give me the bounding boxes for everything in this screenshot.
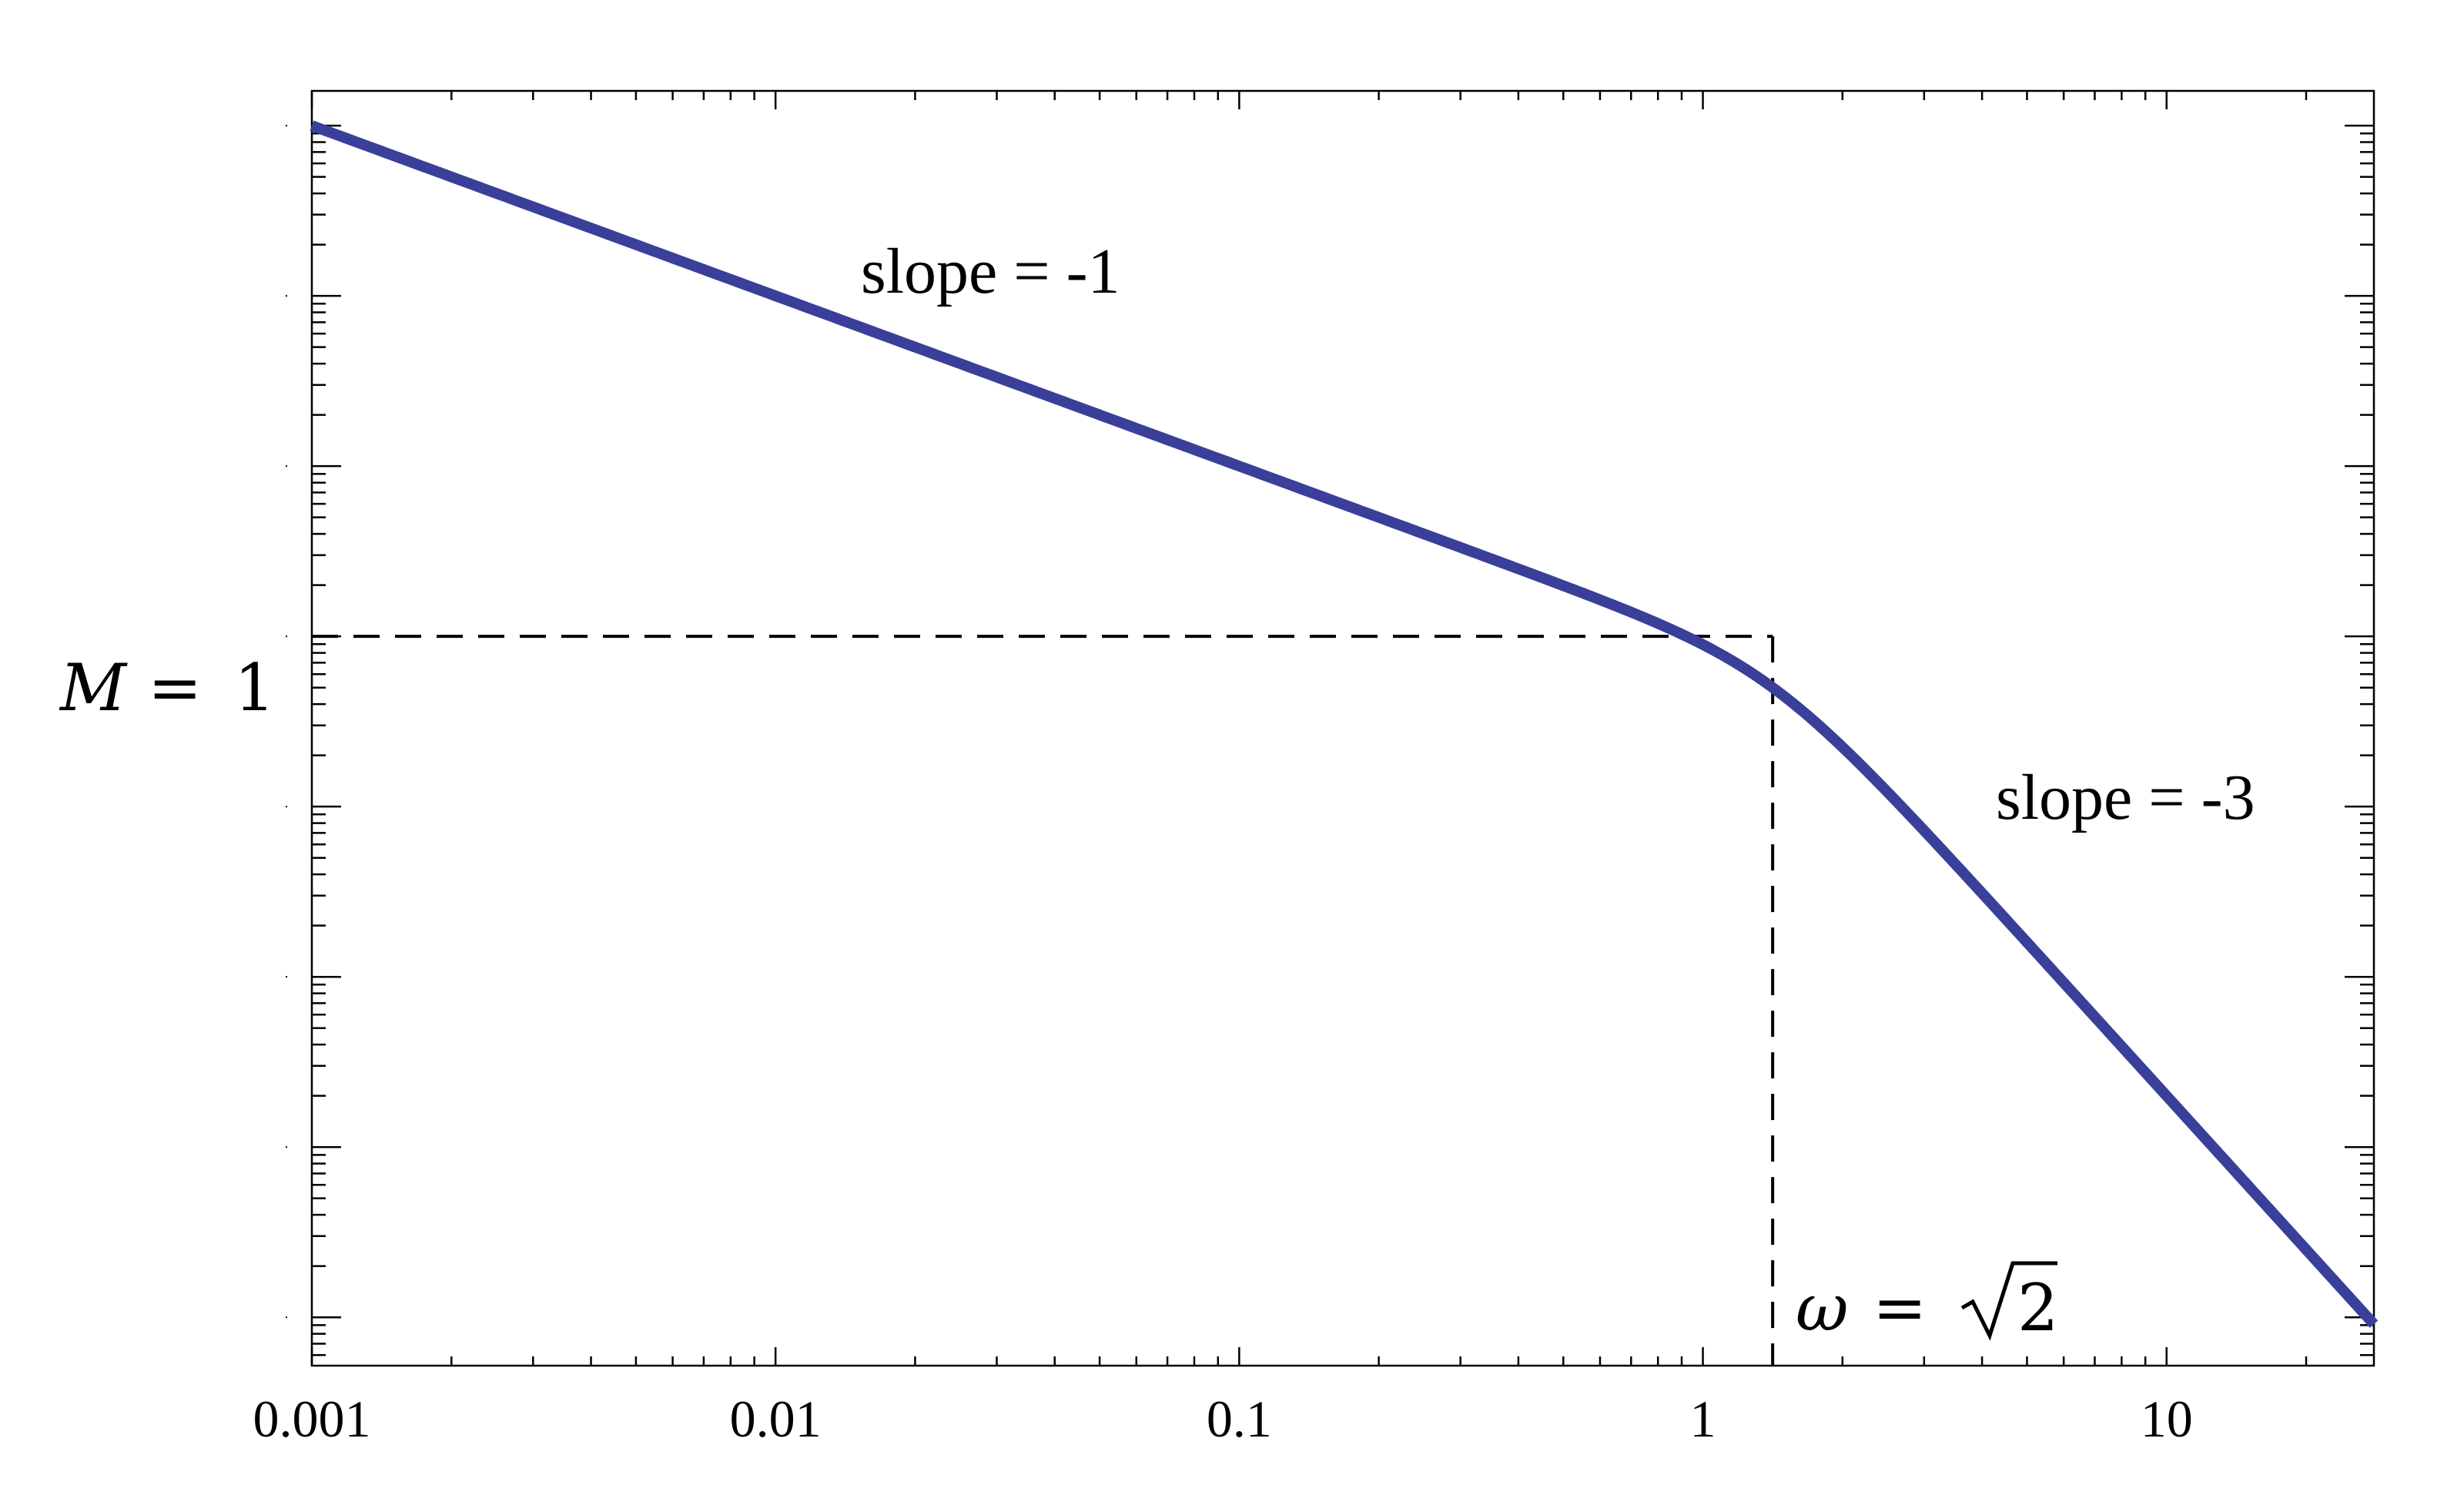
annotation-slope-minus-1: slope = -1 xyxy=(861,236,1120,307)
label-omega-equals: = xyxy=(1873,1270,1927,1346)
x-tick-label: 10 xyxy=(2141,1390,2193,1448)
x-tick-label: 0.001 xyxy=(253,1390,371,1448)
label-m-equals: = xyxy=(148,650,202,726)
label-m-variable: M xyxy=(59,650,128,726)
label-omega-variable: ω xyxy=(1796,1270,1849,1346)
x-tick-label: 0.01 xyxy=(730,1390,822,1448)
sqrt-symbol xyxy=(1960,1261,2057,1341)
label-omega-value: 2 xyxy=(2017,1270,2058,1346)
x-tick-labels: 0.001 0.01 0.1 1 10 xyxy=(253,1390,2193,1448)
label-m-value: 1 xyxy=(234,650,275,726)
x-tick-label: 1 xyxy=(1690,1390,1716,1448)
horizontal-reference-label: M = 1 xyxy=(59,650,275,726)
series-line xyxy=(310,120,2379,1328)
annotation-slope-minus-3: slope = -3 xyxy=(1996,762,2255,833)
vertical-reference-label: ω = 2 xyxy=(1796,1261,2058,1346)
x-tick-label: 0.1 xyxy=(1207,1390,1272,1448)
chart-frame xyxy=(310,89,2375,1367)
minor-ticks xyxy=(312,91,2374,1366)
major-ticks xyxy=(286,91,2374,1366)
